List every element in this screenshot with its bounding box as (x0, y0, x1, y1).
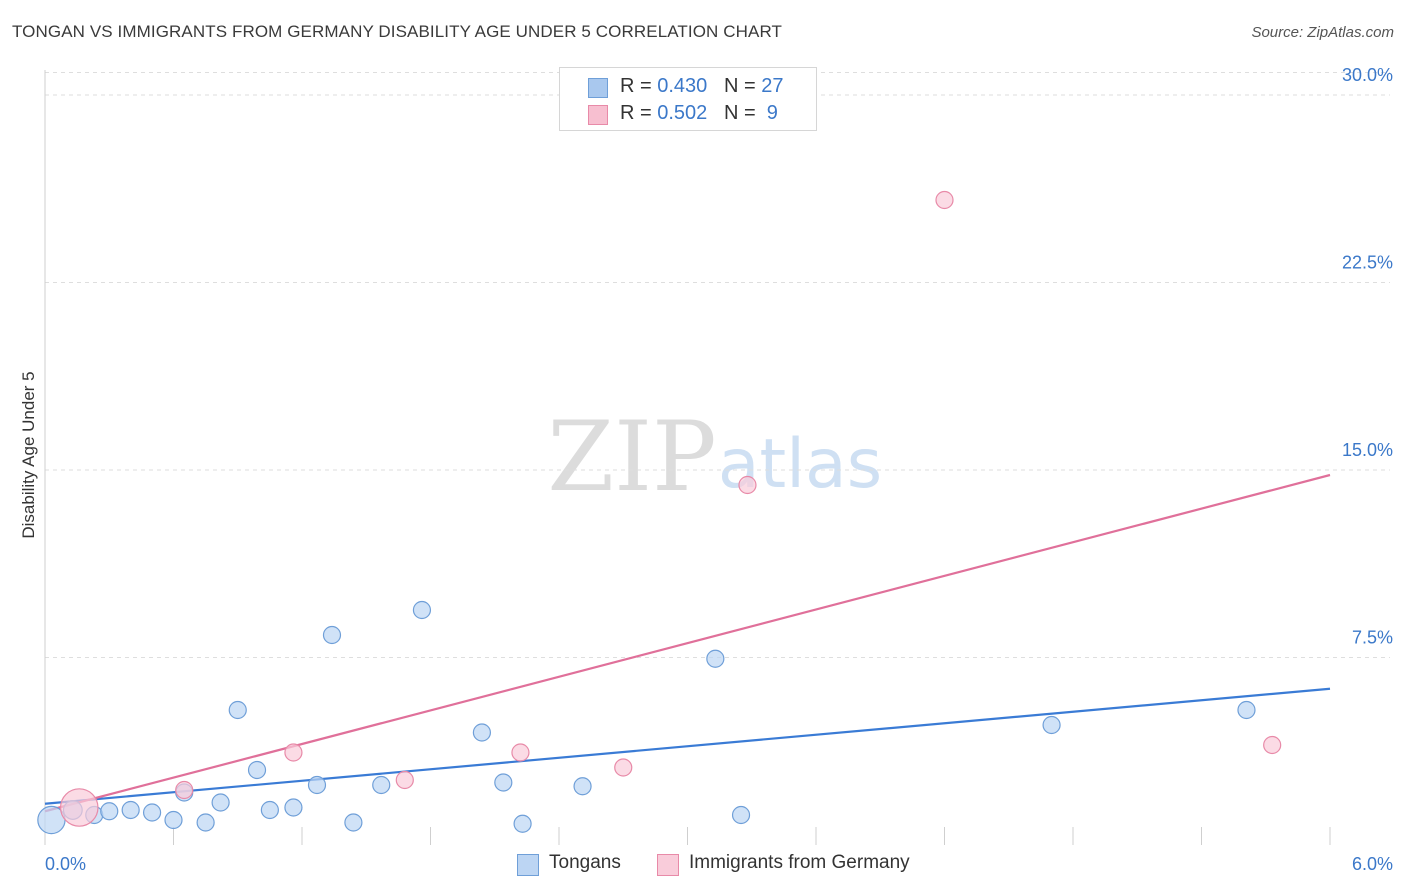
axes (44, 70, 1331, 845)
point-tongans (100, 802, 119, 821)
point-germany (284, 743, 303, 762)
source-label: Source: ZipAtlas.com (1251, 24, 1394, 41)
point-tongans (706, 649, 725, 668)
point-tongans (412, 600, 432, 620)
grid (45, 72, 1390, 658)
legend-swatch-germany (657, 854, 679, 876)
point-germany (738, 475, 757, 495)
point-tongans (307, 775, 327, 795)
point-tongans (472, 723, 491, 742)
legend-r-value: 0.502 (657, 102, 708, 124)
point-tongans (211, 793, 230, 812)
x-tick-label: 6.0% (1352, 854, 1393, 874)
point-tongans (247, 760, 267, 780)
point-germany (1263, 735, 1282, 755)
y-tick-label: 22.5% (1342, 253, 1393, 273)
point-tongans (731, 805, 751, 825)
y-tick-label: 7.5% (1352, 628, 1393, 648)
trend-line-germany (44, 473, 1331, 813)
legend-r-value: 0.430 (657, 75, 708, 97)
point-tongans (164, 810, 183, 830)
point-germany (511, 743, 530, 762)
point-tongans (284, 798, 303, 817)
chart-title: TONGAN VS IMMIGRANTS FROM GERMANY DISABI… (12, 22, 783, 41)
point-tongans (142, 803, 162, 822)
tick-labels: 7.5% 15.0% 22.5% 30.0% 0.0% 6.0% (45, 65, 1393, 874)
x-tick-label: 0.0% (45, 854, 86, 874)
point-tongans (513, 814, 532, 833)
trend-line-tongans (44, 687, 1331, 805)
correlation-legend: R = 0.430 N = 27 R = 0.502 N = 9 (559, 67, 817, 131)
point-tongans (344, 813, 363, 832)
point-tongans (1042, 715, 1061, 735)
legend-n-label: N = (723, 102, 762, 124)
trend-lines (44, 473, 1331, 813)
point-tongans (573, 777, 592, 796)
legend-swatch-tongans (517, 854, 539, 876)
legend-n-value: 27 (761, 75, 784, 97)
watermark: ZIP atlas (547, 401, 882, 513)
point-tongans (1237, 700, 1256, 720)
data-points (37, 190, 1282, 835)
y-axis-label: Disability Age Under 5 (19, 371, 38, 538)
point-tongans (322, 625, 342, 645)
watermark-zip: ZIP (547, 401, 716, 513)
point-tongans (494, 773, 513, 792)
point-germany (614, 758, 633, 777)
legend-label-germany: Immigrants from Germany (689, 852, 910, 873)
legend-n-value: 9 (761, 102, 778, 124)
point-tongans (372, 775, 391, 795)
point-tongans (260, 800, 279, 820)
point-tongans (121, 800, 140, 820)
y-tick-label: 15.0% (1342, 440, 1393, 460)
legend-swatch-germany (588, 105, 608, 125)
legend-r-label: R = (620, 102, 658, 124)
legend-swatch-tongans (588, 78, 608, 98)
y-tick-label: 30.0% (1342, 65, 1393, 85)
point-germany (59, 788, 99, 827)
point-germany (935, 190, 954, 210)
point-germany (395, 770, 414, 790)
legend-label-tongans: Tongans (549, 852, 621, 873)
point-tongans (228, 700, 247, 720)
legend-n-label: N = (723, 75, 762, 97)
point-germany (175, 780, 194, 800)
point-tongans (196, 813, 215, 832)
legend-r-label: R = (620, 75, 658, 97)
